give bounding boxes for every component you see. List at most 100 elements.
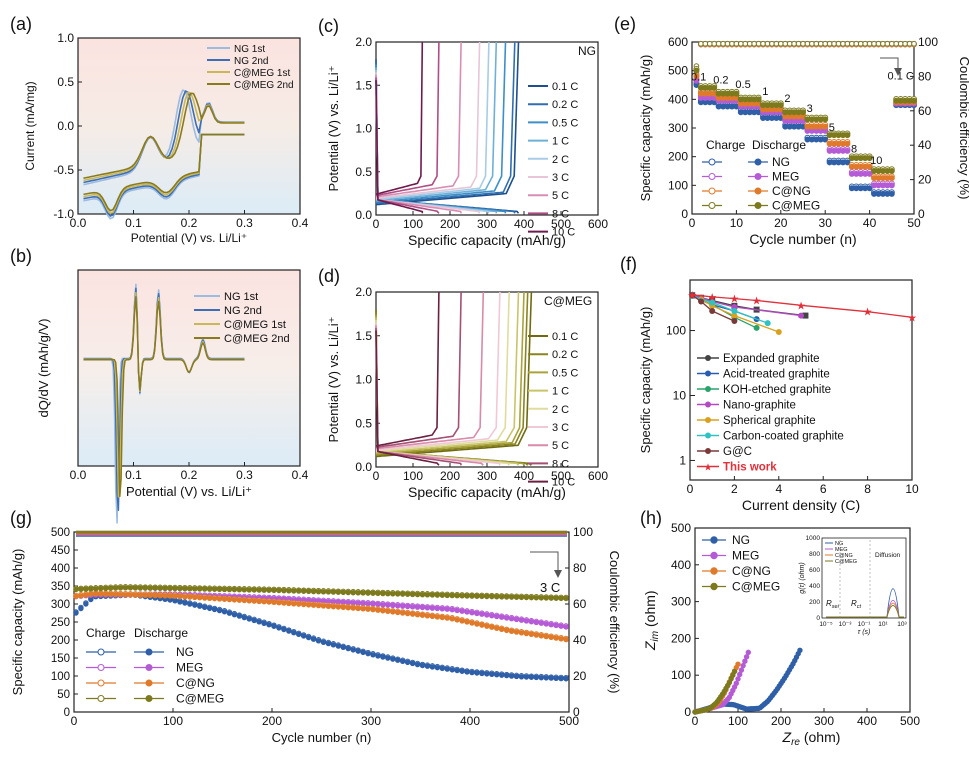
panel-h-inset-frame [821, 537, 907, 619]
panel-h-x-tick-label: 400 [857, 714, 877, 728]
panel-d-legend-label: 0.5 C [552, 367, 578, 379]
panel-e-discharge-point [866, 163, 873, 170]
panel-g-discharge-point [296, 631, 302, 638]
panel-h-x-tick-label: 300 [814, 714, 834, 728]
panel-g-discharge-point [310, 636, 317, 642]
panel-g-y-tick-label: 200 [51, 635, 70, 647]
panel-f-legend-marker [705, 417, 711, 423]
panel-e-ce-point [835, 40, 842, 47]
panel-g-discharge-point [444, 592, 450, 599]
panel-g-discharge-point [192, 586, 198, 592]
panel-b-xlabel: Potential (V) vs. Li/Li⁺ [126, 484, 252, 499]
panel-h-inset-x-tick-label: 10¹ [878, 621, 888, 628]
panel-g-y2-tick-label: 40 [573, 633, 587, 647]
panel-g-discharge-point [315, 588, 322, 595]
panel-f-legend-label: This work [723, 462, 777, 474]
panel-g-discharge-point [518, 674, 525, 680]
panel-g-y2label: Coulombic efficiency (%) [607, 551, 622, 694]
panel-h-x-tick-label: 0 [692, 714, 699, 728]
panel-g-discharge-point [88, 586, 94, 592]
panel-g-discharge-point [345, 645, 351, 652]
panel-g-xlabel: Cycle number (n) [272, 730, 372, 745]
panel-d-legend-label: 5 C [552, 440, 569, 452]
panel-g-x-tick-label: 0 [71, 714, 78, 728]
panel-f-point [802, 312, 809, 319]
panel-g-discharge-point [157, 585, 163, 592]
panel-g-discharge-point [340, 589, 346, 596]
panel-f-point [709, 307, 716, 314]
panel-f-y-tick-label: 10 [673, 388, 687, 402]
panel-g-legend-label: NG [176, 645, 194, 659]
panel-g-y-tick-label: 300 [51, 599, 70, 611]
panel-c-x-tick-label: 600 [588, 217, 608, 231]
panel-g-discharge-point [142, 585, 148, 591]
panel-g-discharge-point [370, 590, 376, 596]
panel-f-point [698, 298, 705, 305]
panel-g-discharge-point [157, 593, 163, 599]
panel-g-discharge-point [107, 585, 114, 591]
panel-e-y2label: Coulombic efficiency (%) [957, 57, 969, 200]
panel-f-point [764, 320, 771, 327]
panel-e-ce-point [755, 40, 762, 47]
panel-c-y-tick-label: 0.0 [355, 208, 372, 222]
panel-e-y-tick-label: 500 [668, 64, 688, 78]
panel-g-discharge-point [137, 592, 144, 598]
panel-g-discharge-point [424, 592, 431, 598]
panel-g-discharge-point [201, 595, 208, 601]
panel-e-y-tick-label: 600 [668, 35, 688, 49]
panel-e-ce-point [742, 40, 749, 47]
panel-g-discharge-point [494, 613, 500, 620]
panel-e-ce-point [849, 40, 855, 47]
panel-g-discharge-point [226, 596, 233, 603]
panel-e-discharge-point [866, 155, 873, 162]
panel-e-ce-point [853, 40, 860, 47]
panel-c-legend-label: 0.2 C [552, 99, 578, 111]
panel-g-discharge-point [177, 585, 183, 592]
panel-e-discharge-point [822, 136, 829, 143]
panel-g-discharge-point [112, 591, 119, 598]
panel-g-discharge-point [528, 631, 535, 637]
panel-g-discharge-point [370, 601, 376, 607]
panel-h-inset-legend-label: MEG [835, 547, 848, 553]
panel-f-point: ★ [752, 296, 762, 308]
panel-g-discharge-point [246, 587, 252, 593]
panel-g-x-tick-label: 100 [163, 714, 183, 728]
panel-e-ce-point [889, 40, 895, 47]
panel-g-discharge-point [73, 586, 79, 593]
panel-e-ce-point [733, 40, 740, 47]
panel-g-discharge-point [484, 612, 490, 618]
panel-a-legend-label: NG 1st [234, 44, 265, 55]
panel-g-discharge-point [494, 672, 500, 678]
panel-h-legend-label: C@MEG [732, 580, 780, 594]
panel-g-discharge-point [489, 613, 495, 619]
panel-g-discharge-point [439, 665, 445, 672]
panel-e-ce-point [862, 40, 868, 47]
panel-d-legend-label: 2 C [552, 404, 569, 416]
panel-g-discharge-point [498, 594, 505, 600]
panel-g-discharge-point [553, 622, 559, 629]
panel-g-x-tick-label: 400 [460, 714, 480, 728]
panel-h-x-tick-label: 500 [900, 714, 920, 728]
panel-g-discharge-point [305, 634, 312, 641]
panel-c-charge-5 [375, 41, 481, 199]
panel-h-inset-ylabel: g(τ) (ohm) [799, 562, 806, 593]
panel-d-xlabel: Specific capacity (mAh/g) [408, 484, 566, 500]
panel-g-discharge-point [221, 609, 228, 615]
panel-c-y-tick-label: 1.5 [355, 78, 372, 92]
panel-g-discharge-point [211, 595, 218, 602]
panel-h-legend-label: C@NG [732, 564, 771, 578]
panel-g-discharge-point [147, 592, 153, 599]
panel-e-legend-label: NG [772, 155, 790, 169]
panel-g-discharge-point [404, 659, 411, 666]
panel-g-discharge-point [390, 609, 396, 615]
panel-g-discharge-point [206, 586, 213, 592]
panel-g-discharge-point [479, 622, 485, 628]
panel-g-discharge-point [454, 593, 460, 599]
panel-e-ce-point [769, 40, 775, 47]
panel-g-legend-label: MEG [176, 661, 203, 675]
panel-e-discharge-point [822, 116, 829, 123]
panel-g-discharge-point [390, 591, 396, 597]
panel-g-discharge-point [335, 643, 342, 649]
panel-e-discharge-point [844, 140, 851, 147]
panel-c-ylabel: Potential (V) vs. Li/Li⁺ [326, 65, 341, 191]
